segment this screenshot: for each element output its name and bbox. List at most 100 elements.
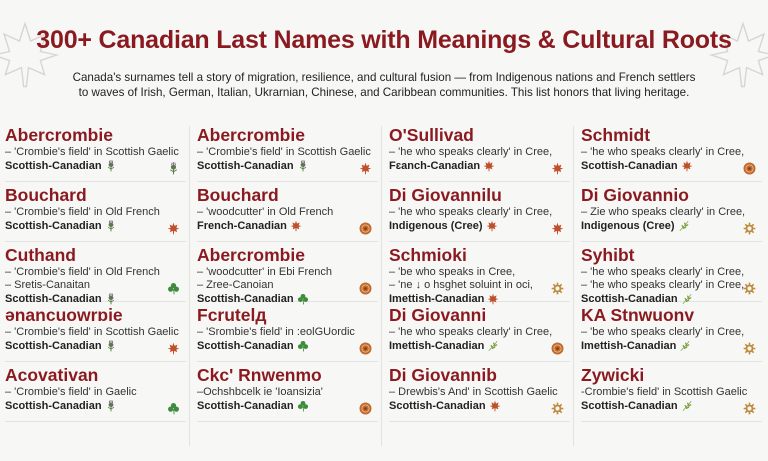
origin-label: French-Canadian [197,220,287,232]
origin-label: Scottish-Canadian [5,340,102,352]
surname-name: Di Giovannilu [389,185,502,205]
surname-meaning: – 'he who speaks clearly' in Cree, [581,146,745,158]
surname-column: Abercrombie – 'Crombie's field' in Scotti… [0,122,192,446]
origin-label: Scottish-Canadian [5,293,102,305]
surname-meaning: – 'Crombie's field' in Scottish Gaelic [5,326,179,338]
surname-origin: Scottish-Canadian [581,399,762,413]
gear-icon [743,222,756,235]
surname-name: Abercrombie [197,245,305,265]
maple-leaf-icon [359,162,372,175]
surname-meaning: – 'ne ↓ o hsghet soluint in oci, [389,279,533,291]
origin-label: Scottish-Canadian [197,400,294,412]
surname-meaning: – 'Crombie's field' in Old French [5,266,160,278]
surname-meaning: – 'Crombie's field' in Gaelic [5,386,137,398]
maple-leaf-icon [681,160,693,172]
surname-entry: Di Giovannib – Drewbis's And' in Scottish… [389,362,570,422]
surname-entry: Acovativan – 'Crombie's field' in Gaelic S… [5,362,186,422]
thistle-icon [105,220,117,232]
origin-label: Indigenous (Cree) [389,220,483,232]
surname-name: Abercrombie [197,125,305,145]
maple-leaf-icon [551,222,564,235]
medallion-icon [743,162,756,175]
surname-name: Ckc' Rnwenmo [197,365,322,385]
leaf-sprig-icon [678,220,690,232]
surname-entry: Bouchard – 'woodcutter' in Old French Fren… [197,182,378,242]
origin-label: Imettish-Canadian [389,293,485,305]
surname-origin: Scottish-Canadian [581,292,762,306]
thistle-icon [105,160,117,172]
origin-label: Scottish-Canadian [581,293,678,305]
surname-meaning: – 'he who speaks clearly' in Cree, [581,279,745,291]
surname-meaning: – 'Srombie's field' in :eolGUordic [197,326,355,338]
surname-origin: Scottish-Canadian [197,159,378,173]
intro-text: Canada's surnames tell a story of migrat… [60,70,708,100]
surname-meaning: – 'Crombie's field' in Scottish Gaelic [197,146,371,158]
surname-meaning: – Zree-Canoian [197,279,274,291]
surname-origin: Scottish-Canadian [197,399,378,413]
surname-meaning: – 'he who speaks clearly' in Cree, [389,326,553,338]
leaf-sprig-icon [681,293,693,305]
origin-label: Scottish-Canadian [581,400,678,412]
surname-name: Bouchard [5,185,87,205]
surname-column: O'Sullivad – 'he who speaks clearly' in C… [384,122,576,446]
surname-meaning: – 'he who speaks clearly' in Cree, [389,146,553,158]
surname-meaning: – Zie who speaks clearly' in Cree, [581,206,746,218]
surname-origin: Scottish-Canadian [197,339,378,353]
surname-entry: Di Giovannio – Zie who speaks clearly' in… [581,182,762,242]
maple-leaf-icon [489,400,501,412]
surname-name: KA Stnwuonv [581,305,695,325]
maple-leaf-icon [167,342,180,355]
surname-origin: Scottish-Canadian [5,399,186,413]
surname-meaning: – 'woodcutter' in Ebi French [197,266,333,278]
surname-origin: Fɛanch-Canadian [389,159,570,173]
surname-entry: Fcrutelд – 'Srombie's field' in :eolGUord… [197,302,378,362]
surname-name: Bouchard [197,185,279,205]
origin-label: Indigenous (Cree) [581,220,675,232]
origin-label: Scottish-Canadian [389,400,486,412]
surname-entry: Abercrombie – 'woodcutter' in Ebi French –… [197,242,378,305]
surname-meaning: – Drewbis's And' in Scottish Gaelic [389,386,558,398]
maple-leaf-icon [551,162,564,175]
maple-leaf-icon [167,222,180,235]
surname-name: Fcrutelд [197,305,267,325]
surname-name: Di Giovannib [389,365,497,385]
origin-label: Scottish-Canadian [197,160,294,172]
surname-entry: KA Stnwuonv – 'be who speaks clearly' in … [581,302,762,362]
surname-column: Abercrombie – 'Crombie's field' in Scotti… [192,122,384,446]
surname-origin: Scottish-Canadian [5,292,186,306]
thistle-icon [297,160,309,172]
clover-icon [167,282,180,295]
surname-meaning: – 'woodcutter' in Old French [197,206,334,218]
maple-leaf-decoration-right-icon [708,21,768,88]
leaf-sprig-icon [679,340,691,352]
intro-line: to waves of Irish, German, Italian, Ukra… [78,86,690,99]
surname-meaning: – 'Crombie's field' in Scottish Gaelic [5,146,179,158]
surname-entry: Abercrombie – 'Crombie's field' in Scotti… [5,122,186,182]
surname-entry: ənancuowrɒie – 'Crombie's field' in Scott… [5,302,186,362]
surname-entry: Ckc' Rnwenmo –Ochshbcelk ie 'Ioansizia' Sc… [197,362,378,422]
surname-entry: O'Sullivad – 'he who speaks clearly' in C… [389,122,570,182]
origin-label: Scottish-Canadian [197,293,294,305]
surname-entry: Di Giovannilu – 'he who speaks clearly' i… [389,182,570,242]
medallion-icon [551,342,564,355]
surname-origin: Scottish-Canadian [5,339,186,353]
maple-leaf-icon [483,160,495,172]
maple-leaf-icon [290,220,302,232]
origin-label: Scottish-Canadian [581,160,678,172]
leaf-sprig-icon [681,400,693,412]
surname-entry: Abercrombie – 'Crombie's field' in Scotti… [197,122,378,182]
medallion-icon [359,402,372,415]
origin-label: Scottish-Canadian [5,160,102,172]
gear-icon [551,282,564,295]
surname-name: Syhibt [581,245,635,265]
surname-grid: Abercrombie – 'Crombie's field' in Scotti… [0,122,768,446]
surname-meaning: –Ochshbcelk ie 'Ioansizia' [197,386,323,398]
surname-meaning: – 'be who speaks in Cree, [389,266,516,278]
surname-entry: Schmioki – 'be who speaks in Cree, – 'ne ↓… [389,242,570,305]
thistle-icon [105,340,117,352]
origin-label: Scottish-Canadian [5,400,102,412]
surname-entry: Bouchard – 'Crombie's field' in Old Frenc… [5,182,186,242]
leaf-sprig-icon [487,340,499,352]
surname-meaning: – Sretis-Canaitan [5,279,90,291]
surname-entry: Cuthand – 'Crombie's field' in Old French… [5,242,186,305]
